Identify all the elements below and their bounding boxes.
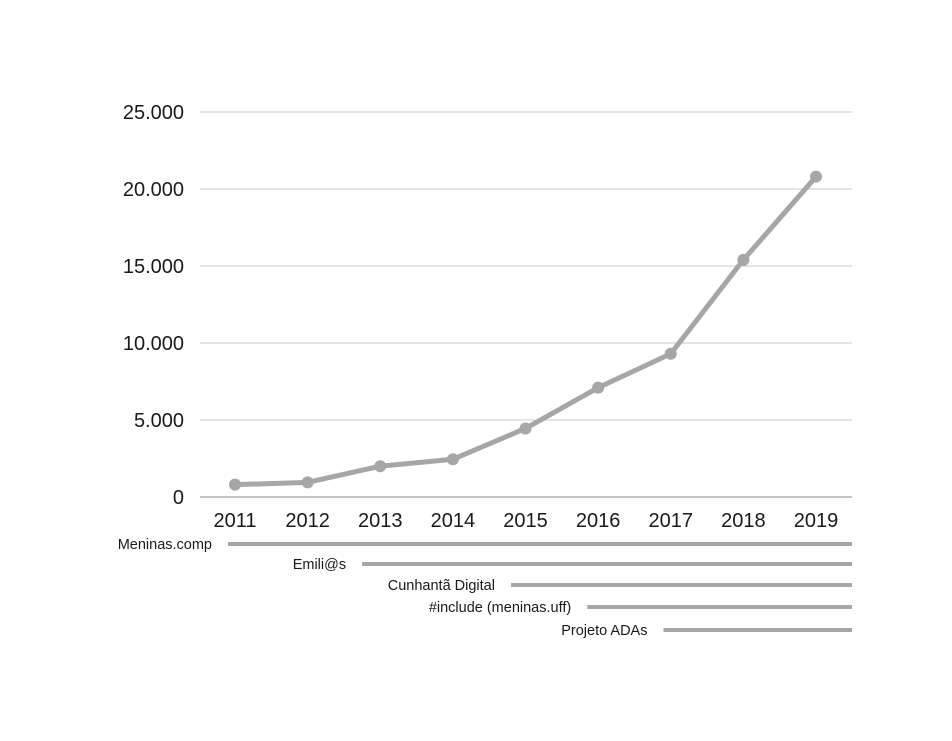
y-axis-ticks: 0 5.000 10.000 15.000 20.000 25.000 xyxy=(123,102,184,509)
timeline: Meninas.comp Emili@s Cunhantã Digital #incl… xyxy=(118,537,852,639)
data-point xyxy=(737,253,750,266)
x-tick-label: 2011 xyxy=(213,510,256,532)
timeline-label: Emili@s xyxy=(293,557,346,573)
x-tick-label: 2016 xyxy=(576,510,621,532)
y-tick-label: 25.000 xyxy=(123,102,184,124)
timeline-label: Meninas.comp xyxy=(118,537,212,553)
series-layer xyxy=(229,170,822,491)
x-tick-label: 2019 xyxy=(794,510,839,532)
y-tick-label: 10.000 xyxy=(123,333,184,355)
data-point xyxy=(229,478,241,491)
data-point xyxy=(592,381,605,394)
y-tick-label: 15.000 xyxy=(123,256,184,278)
data-point xyxy=(301,476,314,489)
y-tick-label: 20.000 xyxy=(123,179,184,201)
series-line xyxy=(232,174,819,488)
data-point xyxy=(519,422,532,435)
x-axis-ticks: 2011 2012 2013 2014 2015 2016 2017 2018 2019 xyxy=(213,510,838,532)
x-tick-label: 2018 xyxy=(721,510,766,532)
x-tick-label: 2015 xyxy=(503,510,548,532)
x-tick-label: 2013 xyxy=(358,510,403,532)
data-point xyxy=(446,453,459,466)
y-tick-label: 0 xyxy=(173,487,184,509)
data-point xyxy=(374,460,387,473)
data-point xyxy=(810,170,822,183)
x-tick-label: 2017 xyxy=(649,510,694,532)
data-point xyxy=(664,347,677,360)
x-tick-label: 2012 xyxy=(285,510,330,532)
x-tick-label: 2014 xyxy=(431,510,476,532)
gridlines xyxy=(200,111,852,498)
y-tick-label: 5.000 xyxy=(134,410,184,432)
timeline-label: Cunhantã Digital xyxy=(388,578,495,594)
timeline-label: #include (meninas.uff) xyxy=(429,600,571,616)
timeline-label: Projeto ADAs xyxy=(561,623,647,639)
